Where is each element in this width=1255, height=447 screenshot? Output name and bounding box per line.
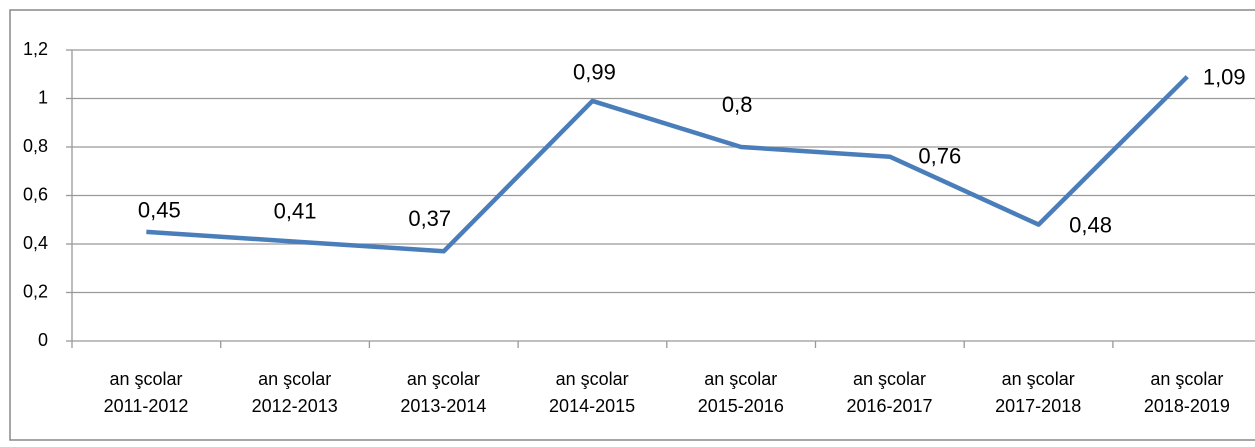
data-label: 0,37 xyxy=(408,206,451,231)
y-tick-label: 1 xyxy=(38,87,48,107)
data-label: 0,48 xyxy=(1069,212,1112,237)
y-tick-label: 0,6 xyxy=(23,184,48,204)
chart-frame xyxy=(9,9,1255,441)
x-tick-label: an şcolar 2011-2012 xyxy=(103,369,189,416)
x-tick-label: an şcolar 2016-2017 xyxy=(846,369,933,416)
x-tick-label: an şcolar 2017-2018 xyxy=(995,369,1082,416)
x-tick-label: an şcolar 2018-2019 xyxy=(1143,369,1230,416)
y-tick-label: 0 xyxy=(38,330,48,350)
y-tick-label: 1,2 xyxy=(23,39,48,59)
data-label: 0,8 xyxy=(722,92,753,117)
y-tick-label: 0,8 xyxy=(23,136,48,156)
x-tick-label: an şcolar 2015-2016 xyxy=(697,369,784,416)
data-label: 0,76 xyxy=(918,144,961,169)
x-tick-label: an şcolar 2013-2014 xyxy=(400,369,487,416)
data-label: 0,99 xyxy=(573,60,616,85)
x-tick-label: an şcolar 2014-2015 xyxy=(549,369,636,416)
data-label: 0,45 xyxy=(138,198,181,223)
data-label: 0,41 xyxy=(274,198,317,223)
data-label: 1,09 xyxy=(1203,64,1246,89)
y-tick-label: 0,4 xyxy=(23,233,48,253)
data-line xyxy=(146,75,1189,254)
y-tick-label: 0,2 xyxy=(23,281,48,301)
x-tick-label: an şcolar 2012-2013 xyxy=(251,369,338,416)
